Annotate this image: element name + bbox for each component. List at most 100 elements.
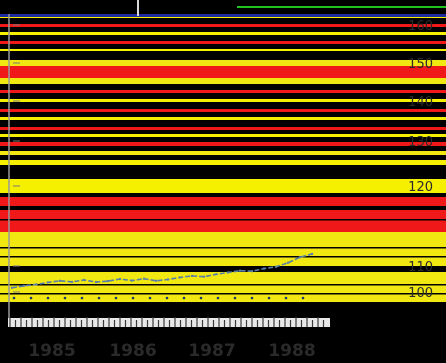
y-tick-label-120: 120 xyxy=(408,180,433,195)
series-point-21 xyxy=(262,267,266,270)
band-27 xyxy=(0,142,446,146)
separator-4 xyxy=(0,293,446,295)
baseline-dot xyxy=(148,296,152,300)
band-35 xyxy=(0,197,446,206)
baseline-dot xyxy=(165,296,169,300)
series-point-17 xyxy=(214,273,218,276)
top-rule xyxy=(0,0,446,17)
baseline-dot xyxy=(80,296,84,300)
band-22 xyxy=(0,120,446,127)
series-point-13 xyxy=(166,278,170,281)
baseline-dot xyxy=(46,296,50,300)
band-44 xyxy=(0,320,446,363)
band-30 xyxy=(0,155,446,160)
band-38 xyxy=(0,232,446,238)
series-point-7 xyxy=(94,280,98,284)
band-33 xyxy=(0,179,446,193)
x-tick-label-1985: 1985 xyxy=(28,341,75,361)
band-8 xyxy=(0,44,446,49)
series-line xyxy=(11,253,313,289)
separator-1 xyxy=(0,247,446,249)
series-point-6 xyxy=(82,278,86,282)
y-tick-label-110: 110 xyxy=(408,260,433,275)
series-point-1 xyxy=(22,284,26,287)
band-32 xyxy=(0,165,446,179)
band-40 xyxy=(0,266,446,272)
series-point-15 xyxy=(190,274,194,278)
band-9 xyxy=(0,49,446,51)
x-tick-label-1987: 1987 xyxy=(188,341,235,361)
series-point-16 xyxy=(202,275,206,278)
x-tick-marks xyxy=(8,317,330,327)
band-11 xyxy=(0,60,446,66)
band-39 xyxy=(0,238,446,266)
series-point-24 xyxy=(298,256,302,259)
series-point-8 xyxy=(106,279,110,283)
band-26 xyxy=(0,137,446,142)
band-7 xyxy=(0,41,446,44)
baseline-dot xyxy=(29,296,33,300)
series-point-0 xyxy=(10,286,14,289)
series-point-3 xyxy=(46,281,50,284)
y-tick-label-140: 140 xyxy=(408,95,433,110)
series-point-9 xyxy=(118,277,122,281)
series-point-11 xyxy=(142,277,146,280)
band-24 xyxy=(0,130,446,134)
band-25 xyxy=(0,134,446,137)
band-37 xyxy=(0,210,446,232)
band-13 xyxy=(0,78,446,84)
band-12 xyxy=(0,66,446,78)
band-19 xyxy=(0,109,446,112)
top-marker xyxy=(137,0,139,16)
baseline-dot xyxy=(63,296,67,300)
band-14 xyxy=(0,84,446,90)
series-point-22 xyxy=(274,265,278,268)
baseline-dot xyxy=(114,296,118,300)
band-20 xyxy=(0,112,446,117)
baseline-dot xyxy=(301,296,305,300)
separator-0 xyxy=(0,219,446,221)
band-18 xyxy=(0,102,446,109)
series-point-2 xyxy=(34,283,38,286)
band-6 xyxy=(0,35,446,41)
band-17 xyxy=(0,99,446,102)
x-tick-labels: 1985 1986 1987 1988 xyxy=(28,341,315,361)
band-42 xyxy=(0,302,446,308)
y-tick-label-160: 160 xyxy=(408,19,433,34)
band-36 xyxy=(0,206,446,210)
series-point-18 xyxy=(226,271,230,274)
baseline-dot xyxy=(97,296,101,300)
separator-3 xyxy=(0,284,446,286)
band-0 xyxy=(0,0,446,14)
series-point-5 xyxy=(70,280,74,284)
series-layer xyxy=(10,252,314,289)
y-tick-label-150: 150 xyxy=(408,57,433,72)
y-tick-label-130: 130 xyxy=(408,135,433,150)
top-blue-rule xyxy=(0,14,446,17)
band-41 xyxy=(0,272,446,302)
band-2 xyxy=(0,18,446,24)
baseline-dot xyxy=(131,296,135,300)
y-tick-labels: 160 150 140 130 120 110 100 xyxy=(13,19,433,301)
band-16 xyxy=(0,93,446,99)
baseline-dot xyxy=(182,296,186,300)
band-28 xyxy=(0,146,446,151)
band-10 xyxy=(0,51,446,60)
x-tick-label-1986: 1986 xyxy=(109,341,156,361)
band-29 xyxy=(0,151,446,155)
band-43 xyxy=(0,308,446,320)
baseline-dot xyxy=(199,296,203,300)
series-point-12 xyxy=(154,279,158,282)
series-point-25 xyxy=(310,252,314,256)
baseline-dots xyxy=(12,296,305,300)
baseline-dot xyxy=(250,296,254,300)
band-23 xyxy=(0,127,446,130)
band-15 xyxy=(0,90,446,93)
band-3 xyxy=(0,24,446,27)
x-tick-label-1988: 1988 xyxy=(268,341,315,361)
baseline-dot xyxy=(267,296,271,300)
baseline-dot xyxy=(216,296,220,300)
